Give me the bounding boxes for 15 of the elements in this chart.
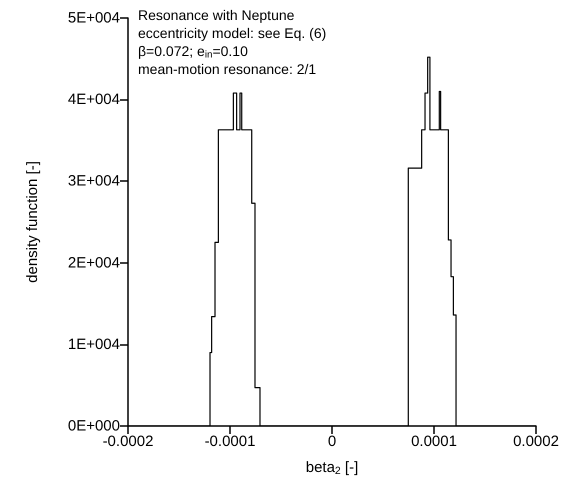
x-tick-label: 0: [328, 433, 336, 450]
x-tick-label: -0.0001: [204, 433, 256, 450]
y-tick-label: 1E+004: [68, 336, 120, 353]
y-tick-label: 0E+000: [68, 418, 120, 434]
y-axis-title: density function [-]: [24, 161, 41, 283]
x-tick-label: -0.0002: [102, 433, 154, 450]
x-tick-label: 0.0001: [411, 433, 457, 450]
annotation: eccentricity model: see Eq. (6): [138, 25, 326, 41]
annotation: mean-motion resonance: 2/1: [138, 61, 316, 77]
y-tick-label: 4E+004: [68, 91, 120, 108]
y-tick-label: 2E+004: [68, 254, 120, 272]
x-tick-label: 0.0002: [513, 433, 559, 450]
y-tick-label: 5E+004: [68, 10, 120, 26]
y-tick-label: 3E+004: [68, 172, 120, 190]
annotation: Resonance with Neptune: [138, 7, 295, 23]
